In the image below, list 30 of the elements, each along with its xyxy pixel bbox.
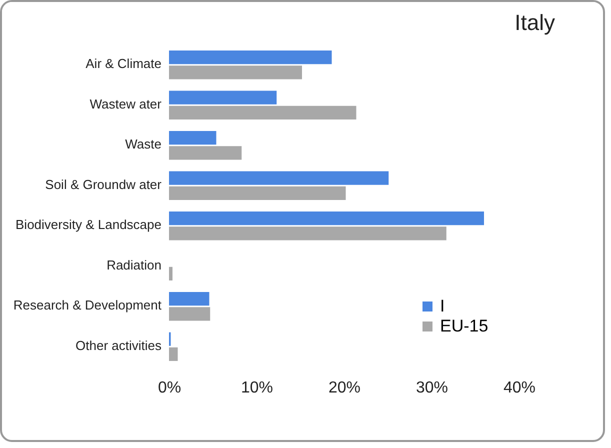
x-tick-label: 10% (240, 380, 274, 396)
legend-label: EU-15 (440, 316, 488, 336)
legend-label: I (440, 296, 445, 316)
bar (169, 90, 277, 104)
y-tick-label: Other activities (76, 338, 162, 353)
bar (169, 292, 210, 306)
y-tick-label: Biodiversity & Landscape (16, 217, 162, 232)
x-tick-label: 0% (158, 380, 182, 396)
bar (169, 171, 389, 185)
bar (169, 226, 446, 240)
y-tick-label: Soil & Groundw ater (45, 176, 162, 192)
bar (169, 106, 356, 120)
y-tick-label: Research & Development (13, 298, 162, 313)
bar (169, 131, 216, 145)
y-tick-label: Waste (125, 136, 162, 152)
bar (169, 66, 302, 80)
x-tick-label: 20% (328, 380, 361, 396)
y-tick-label: Radiation (106, 257, 162, 272)
bar (169, 212, 484, 226)
x-tick-label: 30% (416, 380, 448, 396)
bar (169, 50, 332, 64)
bar (169, 266, 172, 280)
x-tick-label: 40% (503, 380, 536, 396)
bar (169, 186, 346, 200)
y-tick-label: Air & Climate (86, 56, 162, 72)
bar (169, 307, 210, 321)
y-tick-label: Wastew ater (90, 96, 162, 112)
bar (169, 347, 178, 361)
bar (169, 146, 242, 160)
chart-title: Italy (514, 10, 556, 35)
